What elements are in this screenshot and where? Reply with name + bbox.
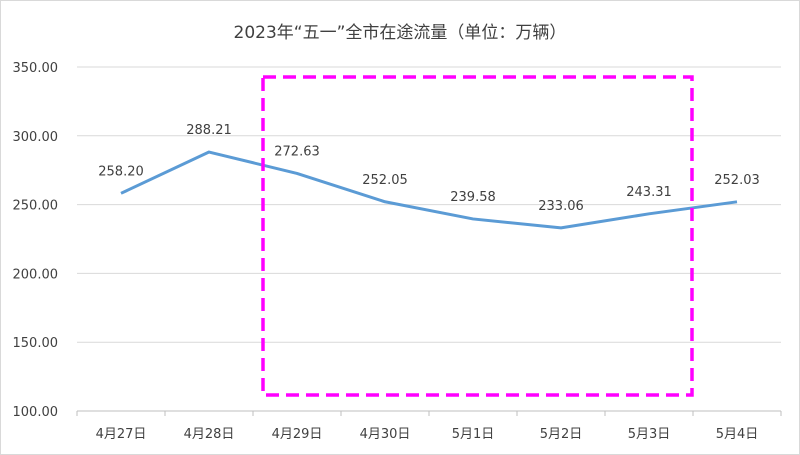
- x-tick-label: 5月2日: [540, 427, 583, 442]
- data-label: 252.05: [362, 173, 408, 188]
- x-tick-label: 4月29日: [272, 427, 323, 442]
- chart-title: 2023年“五一”全市在途流量（单位：万辆）: [234, 23, 567, 43]
- data-label: 258.20: [98, 164, 144, 179]
- y-tick-label: 150.00: [13, 336, 59, 351]
- y-tick-label: 100.00: [13, 405, 59, 420]
- data-label: 288.21: [186, 123, 232, 138]
- x-tick-label: 4月28日: [184, 427, 235, 442]
- x-tick-label: 4月27日: [96, 427, 147, 442]
- highlight-dashed-box: [261, 75, 694, 397]
- y-tick-label: 250.00: [13, 199, 59, 214]
- data-label: 243.31: [626, 185, 672, 200]
- y-tick-label: 350.00: [13, 61, 59, 76]
- series-line: [120, 150, 738, 230]
- x-tick-label: 4月30日: [360, 427, 411, 442]
- x-tick-label: 5月3日: [628, 427, 671, 442]
- data-label: 252.03: [714, 173, 760, 188]
- x-tick-label: 5月4日: [716, 427, 759, 442]
- y-tick-label: 200.00: [13, 267, 59, 282]
- data-label: 239.58: [450, 190, 496, 205]
- y-tick-label: 300.00: [13, 130, 59, 145]
- x-tick-label: 5月1日: [452, 427, 495, 442]
- data-label: 233.06: [538, 199, 584, 214]
- data-label: 272.63: [274, 144, 320, 159]
